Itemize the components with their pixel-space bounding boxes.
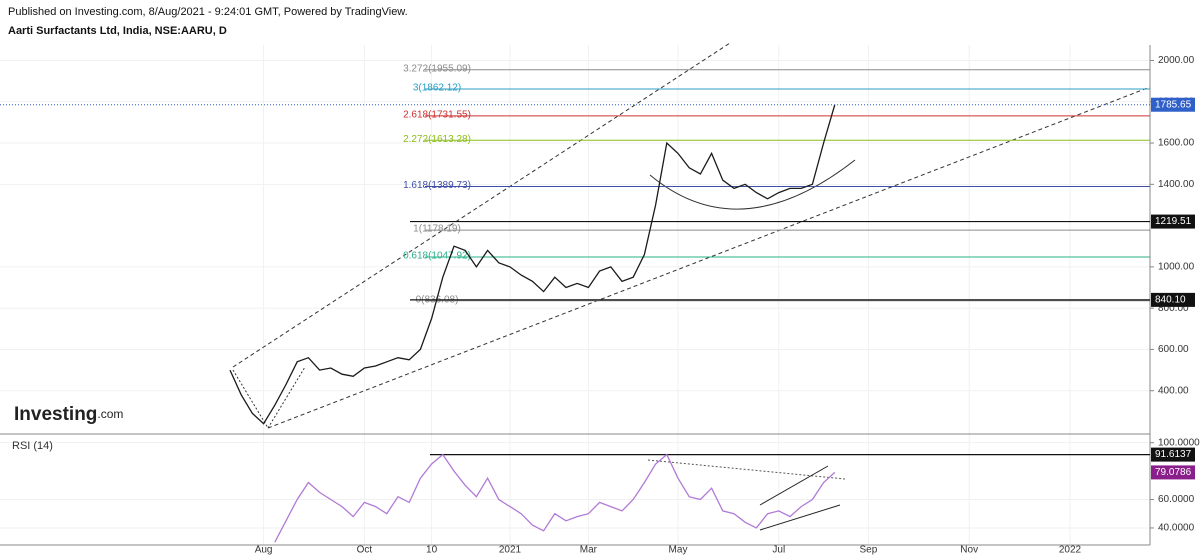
trendline [267, 86, 1151, 429]
x-tick-label: Aug [255, 545, 273, 556]
fib-label: 3(1862.12) [413, 83, 461, 94]
trendline [759, 504, 841, 531]
level-label-box [1151, 447, 1195, 462]
trendline [647, 459, 846, 480]
fib-label: 1(1178.19) [413, 224, 461, 235]
published-note: Published on Investing.com, 8/Aug/2021 -… [8, 6, 408, 18]
series-line [229, 104, 836, 425]
x-tick-label: 2021 [499, 545, 522, 556]
trendline [232, 369, 269, 429]
trendline [232, 42, 731, 368]
x-tick-label: 10 [426, 545, 438, 556]
last-price-box [1151, 97, 1195, 112]
logo-suffix: .com [97, 407, 123, 421]
arc-pattern [649, 159, 856, 210]
y-tick-label: 600.00 [1158, 344, 1189, 355]
y-tick-label: 100.0000 [1158, 437, 1200, 448]
symbol-title: Aarti Surfactants Ltd, India, NSE:AARU, … [8, 25, 227, 37]
level-label-box [1151, 214, 1195, 229]
level-label: 840.10 [1155, 295, 1186, 306]
rsi-title: RSI (14) [12, 440, 53, 452]
last-price-box [1151, 465, 1195, 480]
fib-label: 3.272(1955.09) [403, 63, 471, 74]
y-tick-label: 1400.00 [1158, 179, 1195, 190]
level-label: 1219.51 [1155, 216, 1192, 227]
x-tick-label: 2022 [1059, 545, 1082, 556]
last-price-label: 79.0786 [1155, 467, 1192, 478]
fib-label: 1.618(1389.73) [403, 180, 471, 191]
y-tick-label: 1000.00 [1158, 262, 1195, 273]
fib-label: 2.618(1731.55) [403, 110, 471, 121]
y-tick-label: 1600.00 [1158, 138, 1195, 149]
last-price-label: 1785.65 [1155, 99, 1192, 110]
grid [0, 45, 1150, 545]
y-tick-label: 800.00 [1158, 303, 1189, 314]
logo: Investing.com [14, 404, 123, 425]
y-tick-label: 40.0000 [1158, 523, 1195, 534]
x-tick-label: Oct [357, 545, 373, 556]
trendline [759, 465, 829, 506]
logo-brand: Investing [14, 404, 97, 425]
fib-label: 2.272(1613.28) [403, 134, 471, 145]
x-tick-label: Sep [860, 545, 878, 556]
x-tick-label: Nov [960, 545, 978, 556]
fib-label: 0.618(1047.92) [403, 251, 471, 262]
level-label: 91.6137 [1155, 449, 1192, 460]
x-tick-label: Jul [772, 545, 785, 556]
y-tick-label: 400.00 [1158, 385, 1189, 396]
y-tick-label: 2000.00 [1158, 55, 1195, 66]
trendline [267, 366, 306, 429]
level-label-box [1151, 292, 1195, 307]
x-tick-label: Mar [580, 545, 598, 556]
x-tick-label: May [669, 545, 688, 556]
y-tick-label: 60.0000 [1158, 494, 1195, 505]
series-line [274, 453, 836, 543]
